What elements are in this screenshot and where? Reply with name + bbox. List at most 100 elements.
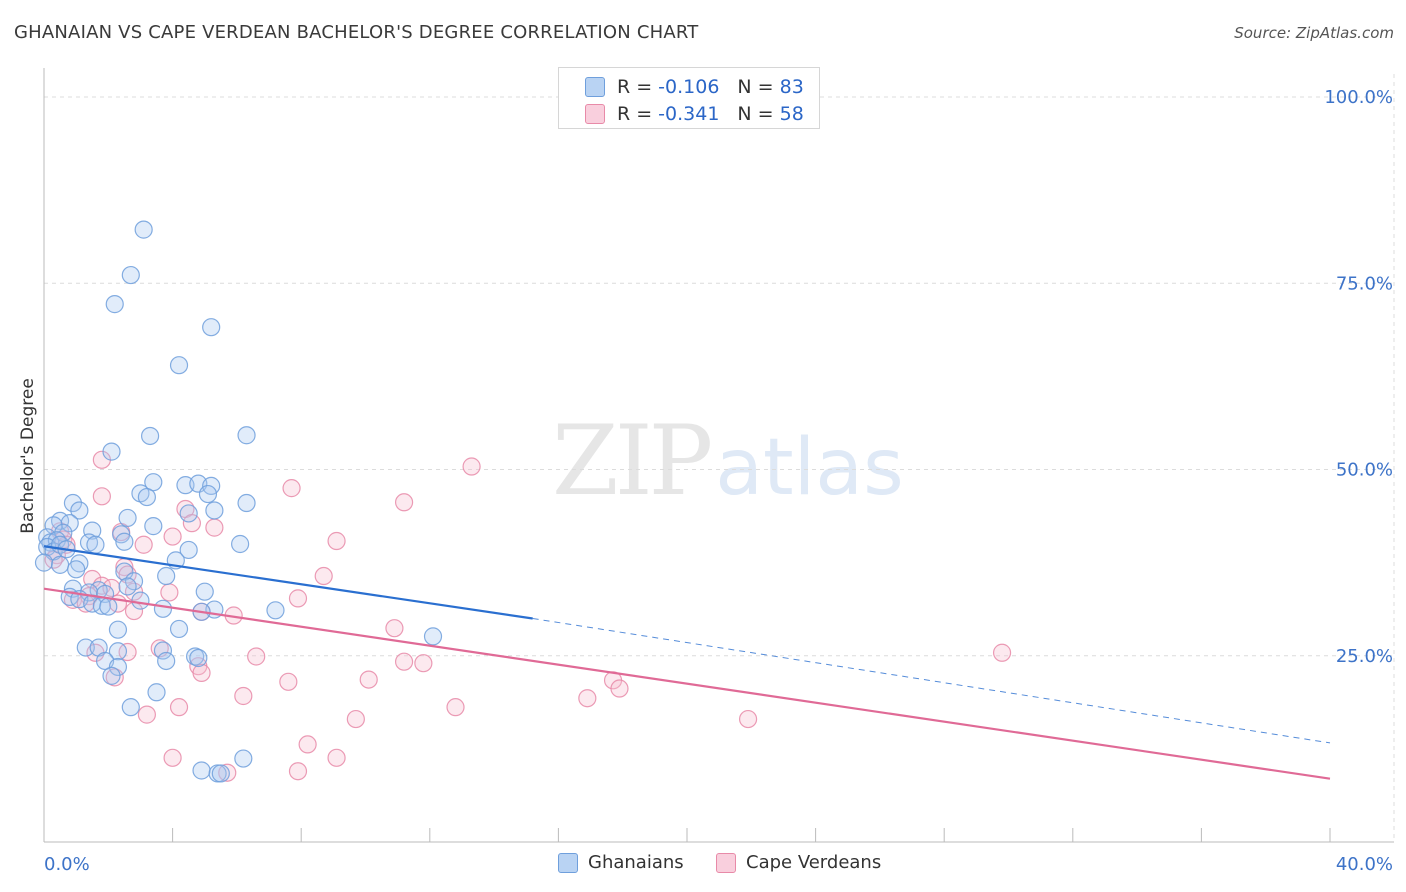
cape-verdean-point — [137, 705, 156, 724]
legend-r-value: -0.106 — [658, 76, 720, 98]
legend-swatch-pink — [585, 104, 605, 124]
ghanaian-point — [169, 619, 189, 639]
legend-n-value: 58 — [779, 103, 804, 125]
legend-row-cape-verdeans: R = -0.341 N = 58 — [585, 102, 804, 126]
cape-verdean-point — [298, 735, 317, 754]
cape-verdean-point — [83, 569, 102, 589]
bottom-legend-cape-verdeans: Cape Verdeans — [716, 852, 881, 873]
ghanaian-point — [76, 638, 95, 657]
cape-verdean-point — [288, 762, 308, 781]
legend-r-label: R = — [617, 103, 653, 125]
ghanaian-point — [63, 493, 83, 513]
ghanaian-point — [50, 555, 70, 574]
legend-r-label: R = — [617, 76, 653, 98]
ghanaian-point — [179, 504, 198, 523]
bottom-legend-label: Cape Verdeans — [746, 852, 882, 873]
ghanaian-point — [140, 426, 160, 446]
cape-verdean-point — [247, 647, 266, 666]
ghanaian-point — [205, 501, 224, 520]
gridlines — [44, 74, 1395, 842]
ghanaian-point — [108, 642, 128, 661]
ghanaian-point — [179, 540, 198, 560]
ghanaian-point — [70, 501, 89, 520]
y-tick-label: 100.0% — [1324, 87, 1393, 108]
cape-verdean-point — [282, 479, 301, 498]
ghanaian-point — [157, 651, 176, 671]
cape-verdean-point — [279, 672, 298, 691]
ghanaian-point — [121, 698, 140, 717]
cape-verdean-point — [359, 670, 378, 689]
legend-row-ghanaians: R = -0.106 N = 83 — [585, 75, 804, 99]
ghanaian-trend-line — [43, 545, 533, 620]
cape-verdean-point — [163, 748, 182, 767]
ghanaian-point — [131, 591, 150, 610]
ghanaian-point — [108, 657, 128, 677]
ghanaian-point — [102, 442, 121, 461]
ghanaian-point — [198, 484, 218, 504]
ghanaian-point — [105, 295, 124, 314]
y-tick-label: 75.0% — [1336, 273, 1393, 294]
ghanaian-point — [202, 318, 221, 337]
ghanaian-point — [118, 508, 137, 528]
legend-swatch-blue — [585, 77, 605, 97]
correlation-legend: R = -0.106 N = 83 R = -0.341 N = 58 — [558, 67, 820, 129]
ghanaian-point — [423, 627, 443, 646]
ghanaian-point — [153, 641, 173, 660]
cape-verdean-point — [738, 709, 758, 729]
bottom-legend-swatch-blue — [558, 852, 578, 873]
cape-verdean-points — [44, 450, 1012, 782]
x-tick-label: 0.0% — [44, 854, 90, 875]
ghanaian-point — [137, 487, 156, 507]
cape-verdean-point — [578, 689, 597, 708]
ghanaian-point — [60, 514, 79, 533]
chart-source: Source: ZipAtlas.com — [1234, 24, 1394, 42]
ghanaian-point — [34, 553, 54, 572]
ghanaian-point — [67, 560, 86, 579]
ghanaian-point — [102, 666, 121, 685]
cape-verdean-point — [314, 566, 333, 586]
ghanaian-point — [153, 599, 173, 618]
bottom-legend-label: Ghanaians — [588, 852, 684, 873]
cape-verdean-point — [134, 535, 153, 554]
legend-n-label: N = — [737, 76, 774, 98]
cape-verdean-point — [346, 709, 365, 729]
ghanaian-point — [115, 562, 134, 581]
trend-lines — [43, 545, 1331, 780]
ghanaian-point — [86, 535, 105, 554]
cape-verdean-point — [160, 583, 179, 602]
watermark-zip: ZIP — [552, 405, 713, 517]
cape-verdean-point — [462, 457, 481, 476]
ghanaian-point — [231, 534, 250, 554]
zipatlas-watermark: ZIPatlas — [552, 405, 904, 517]
ghanaian-point — [195, 582, 214, 601]
y-tick-label: 50.0% — [1336, 460, 1393, 481]
ghanaian-point — [83, 521, 102, 540]
cape-verdean-point — [288, 589, 308, 608]
legend-r-value: -0.341 — [658, 103, 720, 125]
cape-verdean-point — [610, 679, 629, 698]
cape-verdean-trend-line — [43, 587, 1331, 780]
cape-verdean-point — [118, 642, 137, 662]
ghanaian-trend-extension — [532, 618, 1331, 744]
legend-n-label: N = — [737, 103, 774, 125]
ghanaian-point — [115, 532, 134, 551]
ghanaian-point — [157, 566, 176, 586]
ghanaian-point — [237, 426, 256, 445]
chart-title: GHANAIAN VS CAPE VERDEAN BACHELOR'S DEGR… — [14, 22, 699, 43]
tick-labels: 100.0% 75.0% 50.0% 25.0% 0.0% 40.0% — [44, 87, 1393, 875]
cape-verdean-point — [92, 487, 111, 506]
ghanaian-point — [118, 577, 137, 596]
x-tick-label: 40.0% — [1336, 854, 1393, 875]
cape-verdean-point — [414, 654, 433, 673]
ghanaian-point — [211, 764, 230, 783]
watermark-atlas: atlas — [715, 423, 904, 513]
ghanaian-point — [147, 683, 166, 702]
ghanaian-point — [237, 493, 256, 513]
cape-verdean-point — [234, 686, 253, 706]
cape-verdean-point — [327, 531, 346, 551]
cape-verdean-point — [327, 748, 346, 767]
cape-verdean-point — [394, 493, 414, 512]
ghanaian-point — [234, 749, 253, 768]
cape-verdean-point — [446, 698, 465, 717]
